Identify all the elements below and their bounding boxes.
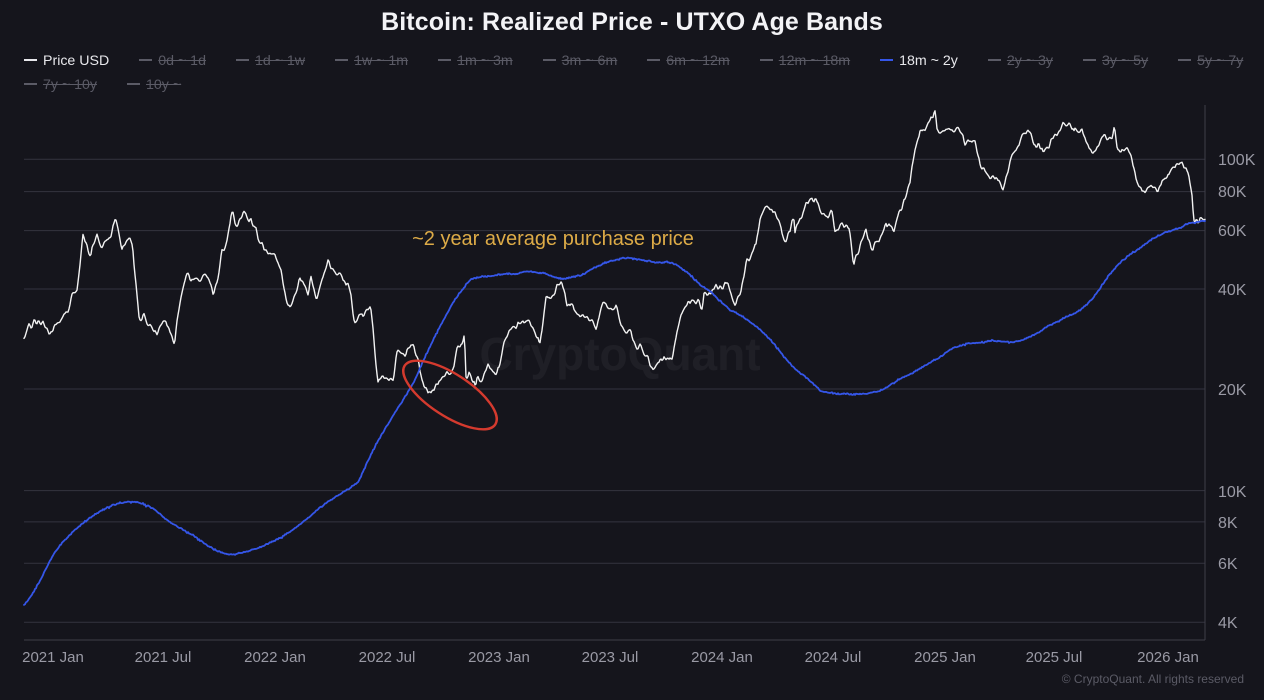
svg-text:2021 Jul: 2021 Jul <box>135 649 192 666</box>
svg-text:10K: 10K <box>1218 484 1247 501</box>
svg-text:~2 year average purchase price: ~2 year average purchase price <box>412 228 694 250</box>
svg-text:2024 Jan: 2024 Jan <box>691 649 753 666</box>
svg-text:40K: 40K <box>1218 282 1247 299</box>
svg-text:2022 Jan: 2022 Jan <box>244 649 306 666</box>
svg-text:60K: 60K <box>1218 223 1247 240</box>
svg-text:2025 Jul: 2025 Jul <box>1026 649 1083 666</box>
svg-text:2022 Jul: 2022 Jul <box>359 649 416 666</box>
svg-text:2026 Jan: 2026 Jan <box>1137 649 1199 666</box>
svg-text:20K: 20K <box>1218 382 1247 399</box>
svg-text:2024 Jul: 2024 Jul <box>805 649 862 666</box>
svg-text:8K: 8K <box>1218 515 1238 532</box>
svg-text:CryptoQuant: CryptoQuant <box>479 328 760 380</box>
svg-text:2023 Jul: 2023 Jul <box>582 649 639 666</box>
svg-text:4K: 4K <box>1218 615 1238 632</box>
svg-text:2021 Jan: 2021 Jan <box>22 649 84 666</box>
svg-text:100K: 100K <box>1218 152 1256 169</box>
svg-text:6K: 6K <box>1218 556 1238 573</box>
svg-text:80K: 80K <box>1218 184 1247 201</box>
svg-text:2025 Jan: 2025 Jan <box>914 649 976 666</box>
svg-text:2023 Jan: 2023 Jan <box>468 649 530 666</box>
